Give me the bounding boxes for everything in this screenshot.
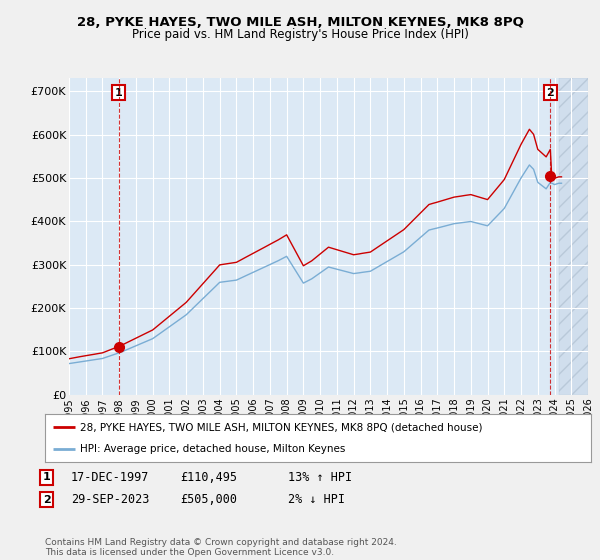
Text: HPI: Average price, detached house, Milton Keynes: HPI: Average price, detached house, Milt… [80, 444, 346, 454]
Text: Contains HM Land Registry data © Crown copyright and database right 2024.
This d: Contains HM Land Registry data © Crown c… [45, 538, 397, 557]
Text: 1: 1 [115, 87, 122, 97]
Text: 13% ↑ HPI: 13% ↑ HPI [288, 470, 352, 484]
Text: 2: 2 [43, 494, 50, 505]
Text: 1: 1 [43, 472, 50, 482]
Text: £110,495: £110,495 [180, 470, 237, 484]
Text: £505,000: £505,000 [180, 493, 237, 506]
Text: 29-SEP-2023: 29-SEP-2023 [71, 493, 149, 506]
Text: 28, PYKE HAYES, TWO MILE ASH, MILTON KEYNES, MK8 8PQ: 28, PYKE HAYES, TWO MILE ASH, MILTON KEY… [77, 16, 523, 29]
Text: 17-DEC-1997: 17-DEC-1997 [71, 470, 149, 484]
Text: 2: 2 [547, 87, 554, 97]
Text: 2% ↓ HPI: 2% ↓ HPI [288, 493, 345, 506]
Bar [559, 78, 588, 395]
Text: Price paid vs. HM Land Registry's House Price Index (HPI): Price paid vs. HM Land Registry's House … [131, 28, 469, 41]
Text: 28, PYKE HAYES, TWO MILE ASH, MILTON KEYNES, MK8 8PQ (detached house): 28, PYKE HAYES, TWO MILE ASH, MILTON KEY… [80, 422, 483, 432]
